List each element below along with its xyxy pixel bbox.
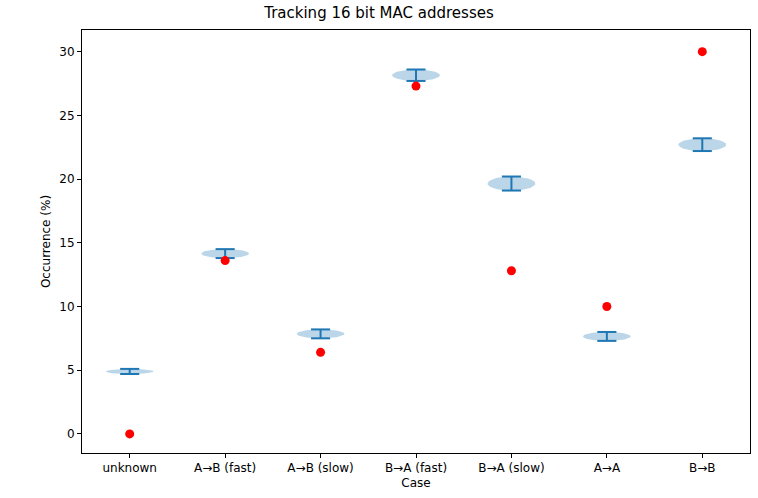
svg-text:30: 30 bbox=[59, 45, 74, 59]
svg-text:B→B: B→B bbox=[689, 461, 716, 475]
svg-text:A→B (slow): A→B (slow) bbox=[287, 461, 353, 475]
svg-text:0: 0 bbox=[67, 427, 75, 441]
svg-text:A→B (fast): A→B (fast) bbox=[194, 461, 256, 475]
svg-text:B→A (fast): B→A (fast) bbox=[385, 461, 447, 475]
svg-text:unknown: unknown bbox=[102, 461, 157, 475]
svg-text:20: 20 bbox=[59, 172, 74, 186]
svg-text:10: 10 bbox=[59, 300, 74, 314]
svg-text:Tracking 16 bit MAC addresses: Tracking 16 bit MAC addresses bbox=[263, 4, 494, 22]
svg-text:5: 5 bbox=[67, 363, 75, 377]
svg-text:Occurrence (%): Occurrence (%) bbox=[39, 195, 53, 288]
svg-text:25: 25 bbox=[59, 109, 74, 123]
svg-text:A→A: A→A bbox=[594, 461, 621, 475]
svg-text:B→A (slow): B→A (slow) bbox=[478, 461, 544, 475]
svg-text:Case: Case bbox=[401, 476, 430, 490]
svg-text:15: 15 bbox=[59, 236, 74, 250]
